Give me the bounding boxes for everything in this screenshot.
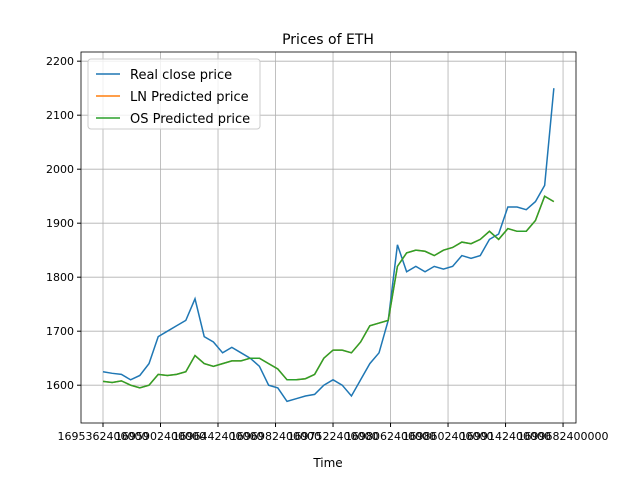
legend-label: Real close price bbox=[130, 68, 232, 83]
y-tick-label: 2200 bbox=[46, 55, 74, 68]
x-tick-label: 1699142400000 bbox=[460, 430, 551, 443]
y-tick-label: 2000 bbox=[46, 163, 74, 176]
plot-frame bbox=[80, 51, 577, 424]
y-tick-label: 1700 bbox=[46, 325, 74, 338]
x-tick-label: 1699682400000 bbox=[518, 430, 609, 443]
legend-box bbox=[87, 58, 261, 130]
x-tick-label: 1695902400000 bbox=[115, 430, 206, 443]
x-tick-label: 1698602400000 bbox=[403, 430, 494, 443]
y-tick-label: 1600 bbox=[46, 379, 74, 392]
x-tick-label: 1695362400000 bbox=[58, 430, 149, 443]
chart-title: Prices of ETH bbox=[282, 32, 374, 48]
y-tick-label: 1800 bbox=[46, 271, 74, 284]
x-tick-label: 1696442400000 bbox=[173, 430, 264, 443]
series-line bbox=[102, 88, 555, 403]
y-tick-label: 1900 bbox=[46, 217, 74, 230]
x-tick-label: 1697522400000 bbox=[288, 430, 379, 443]
legend-label: LN Predicted price bbox=[130, 90, 249, 105]
series-line bbox=[102, 195, 555, 389]
x-tick-label: 1698062400000 bbox=[345, 430, 436, 443]
legend-label: OS Predicted price bbox=[130, 112, 250, 127]
x-axis-label: Time bbox=[312, 456, 342, 470]
x-tick-label: 1696982400000 bbox=[230, 430, 321, 443]
y-tick-label: 2100 bbox=[46, 109, 74, 122]
